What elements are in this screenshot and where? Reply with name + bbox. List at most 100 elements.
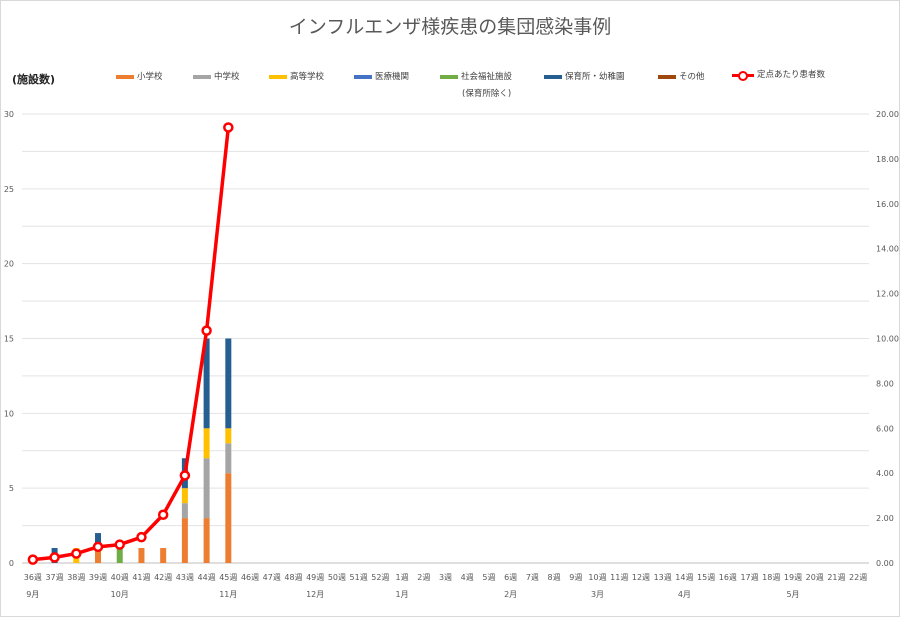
legend-item-patients-per-site: 定点あたり患者数 <box>732 68 826 81</box>
legend-swatch-other <box>658 74 676 79</box>
x-tick-label: 41週 <box>132 573 150 582</box>
line-series <box>32 127 231 562</box>
line-point <box>179 470 191 481</box>
y-left-tick-label: 0 <box>9 559 14 568</box>
x-tick-label: 7週 <box>526 573 539 582</box>
legend-line-marker <box>732 70 754 81</box>
bar-segment <box>225 443 232 474</box>
line-point <box>223 122 234 133</box>
y-left-tick-label: 10 <box>4 409 14 418</box>
x-tick-label: 12週 <box>632 573 650 582</box>
x-tick-label: 37週 <box>45 573 63 582</box>
x-tick-label: 39週 <box>89 573 107 582</box>
y-left-tick-label: 15 <box>4 335 14 344</box>
x-tick-label: 8週 <box>548 573 561 582</box>
x-tick-label: 15週 <box>697 573 715 582</box>
x-tick-label: 49週 <box>306 573 324 582</box>
legend-item-elementary: 小学校 <box>116 70 163 82</box>
x-tick-label: 42週 <box>154 573 172 582</box>
bar-segment <box>160 548 167 563</box>
legend-label-patients-per-site: 定点あたり患者数 <box>757 70 826 80</box>
legend-label-elementary: 小学校 <box>137 72 163 82</box>
bar-segment <box>203 458 210 519</box>
bar-segment <box>225 473 232 563</box>
legend-item-junior-high: 中学校 <box>193 70 240 82</box>
y-left-tick-label: 30 <box>4 110 14 119</box>
line-point <box>49 552 60 563</box>
y-right-tick-label: 20.00 <box>876 110 899 119</box>
x-month-label: 11月 <box>219 590 237 599</box>
y-right-tick-label: 12.00 <box>876 290 899 299</box>
legend-label-high-school: 高等学校 <box>290 72 325 82</box>
legend-label-welfare: 社会福祉施設 <box>461 72 513 82</box>
legend-swatch-medical <box>354 74 372 79</box>
legend-swatch-elementary <box>116 74 134 79</box>
bar-segment <box>203 338 210 429</box>
legend-swatch-junior-high <box>193 74 211 79</box>
bar-segment <box>95 548 102 563</box>
bar-segment <box>95 533 102 549</box>
x-tick-label: 40週 <box>111 573 129 582</box>
x-tick-label: 43週 <box>176 573 194 582</box>
legend-item-nursery: 保育所・幼稚園 <box>544 70 625 82</box>
x-tick-label: 51週 <box>350 573 368 582</box>
legend-item-medical: 医療機関 <box>354 70 409 82</box>
x-month-label: 12月 <box>306 590 324 599</box>
y-right-tick-label: 8.00 <box>876 379 894 388</box>
y-left-tick-label: 5 <box>9 484 14 493</box>
legend-label-other: その他 <box>679 72 705 82</box>
legend-swatch-nursery <box>544 74 562 79</box>
x-tick-label: 44週 <box>198 573 216 582</box>
legend-item-welfare: 社会福祉施設 <box>440 70 512 82</box>
y-right-tick-label: 18.00 <box>876 155 899 164</box>
x-month-label: 4月 <box>678 590 691 599</box>
bar-segment <box>181 518 188 563</box>
y-right-tick-label: 6.00 <box>876 424 894 433</box>
x-tick-label: 45週 <box>219 573 237 582</box>
bar-segment <box>138 548 145 563</box>
line-point <box>136 531 147 543</box>
x-tick-label: 52週 <box>371 573 389 582</box>
x-tick-label: 22週 <box>849 573 867 582</box>
x-tick-label: 11週 <box>610 573 628 582</box>
x-month-label: 2月 <box>504 590 517 599</box>
bar-segment <box>181 503 188 519</box>
x-tick-label: 14週 <box>675 573 693 582</box>
x-month-label: 10月 <box>111 590 129 599</box>
y-left-tick-label: 20 <box>4 260 14 269</box>
x-tick-label: 10週 <box>588 573 606 582</box>
x-month-label: 9月 <box>26 590 39 599</box>
x-tick-label: 9週 <box>569 573 582 582</box>
x-tick-label: 38週 <box>67 573 85 582</box>
line-point <box>157 509 169 520</box>
x-tick-label: 17週 <box>740 573 758 582</box>
line-point <box>27 554 39 565</box>
legend-swatch-welfare <box>440 74 458 79</box>
y-right-tick-label: 4.00 <box>876 469 894 478</box>
legend-item-other: その他 <box>658 70 705 82</box>
y-right-tick-label: 16.00 <box>876 200 899 209</box>
legend-note: (保育所除く) <box>462 89 512 99</box>
legend-label-junior-high: 中学校 <box>214 72 240 82</box>
x-tick-label: 50週 <box>328 573 346 582</box>
bar-segment <box>181 488 188 504</box>
x-tick-label: 19週 <box>784 573 802 582</box>
line-point <box>71 548 82 559</box>
x-tick-label: 46週 <box>241 573 259 582</box>
bar-segment <box>116 548 123 563</box>
legend-item-high-school: 高等学校 <box>269 70 324 82</box>
x-tick-label: 5週 <box>482 573 495 582</box>
line-point <box>114 539 125 550</box>
x-tick-label: 21週 <box>827 573 845 582</box>
x-tick-label: 20週 <box>806 573 824 582</box>
bar-segment <box>225 428 232 444</box>
line-point <box>92 541 104 553</box>
legend-label-medical: 医療機関 <box>375 72 410 82</box>
line-point <box>201 325 212 336</box>
bar-segment <box>225 338 232 429</box>
y-right-tick-label: 0.00 <box>876 559 894 568</box>
x-month-label: 5月 <box>786 590 799 599</box>
x-tick-label: 48週 <box>284 573 302 582</box>
y-right-tick-label: 14.00 <box>876 245 899 254</box>
